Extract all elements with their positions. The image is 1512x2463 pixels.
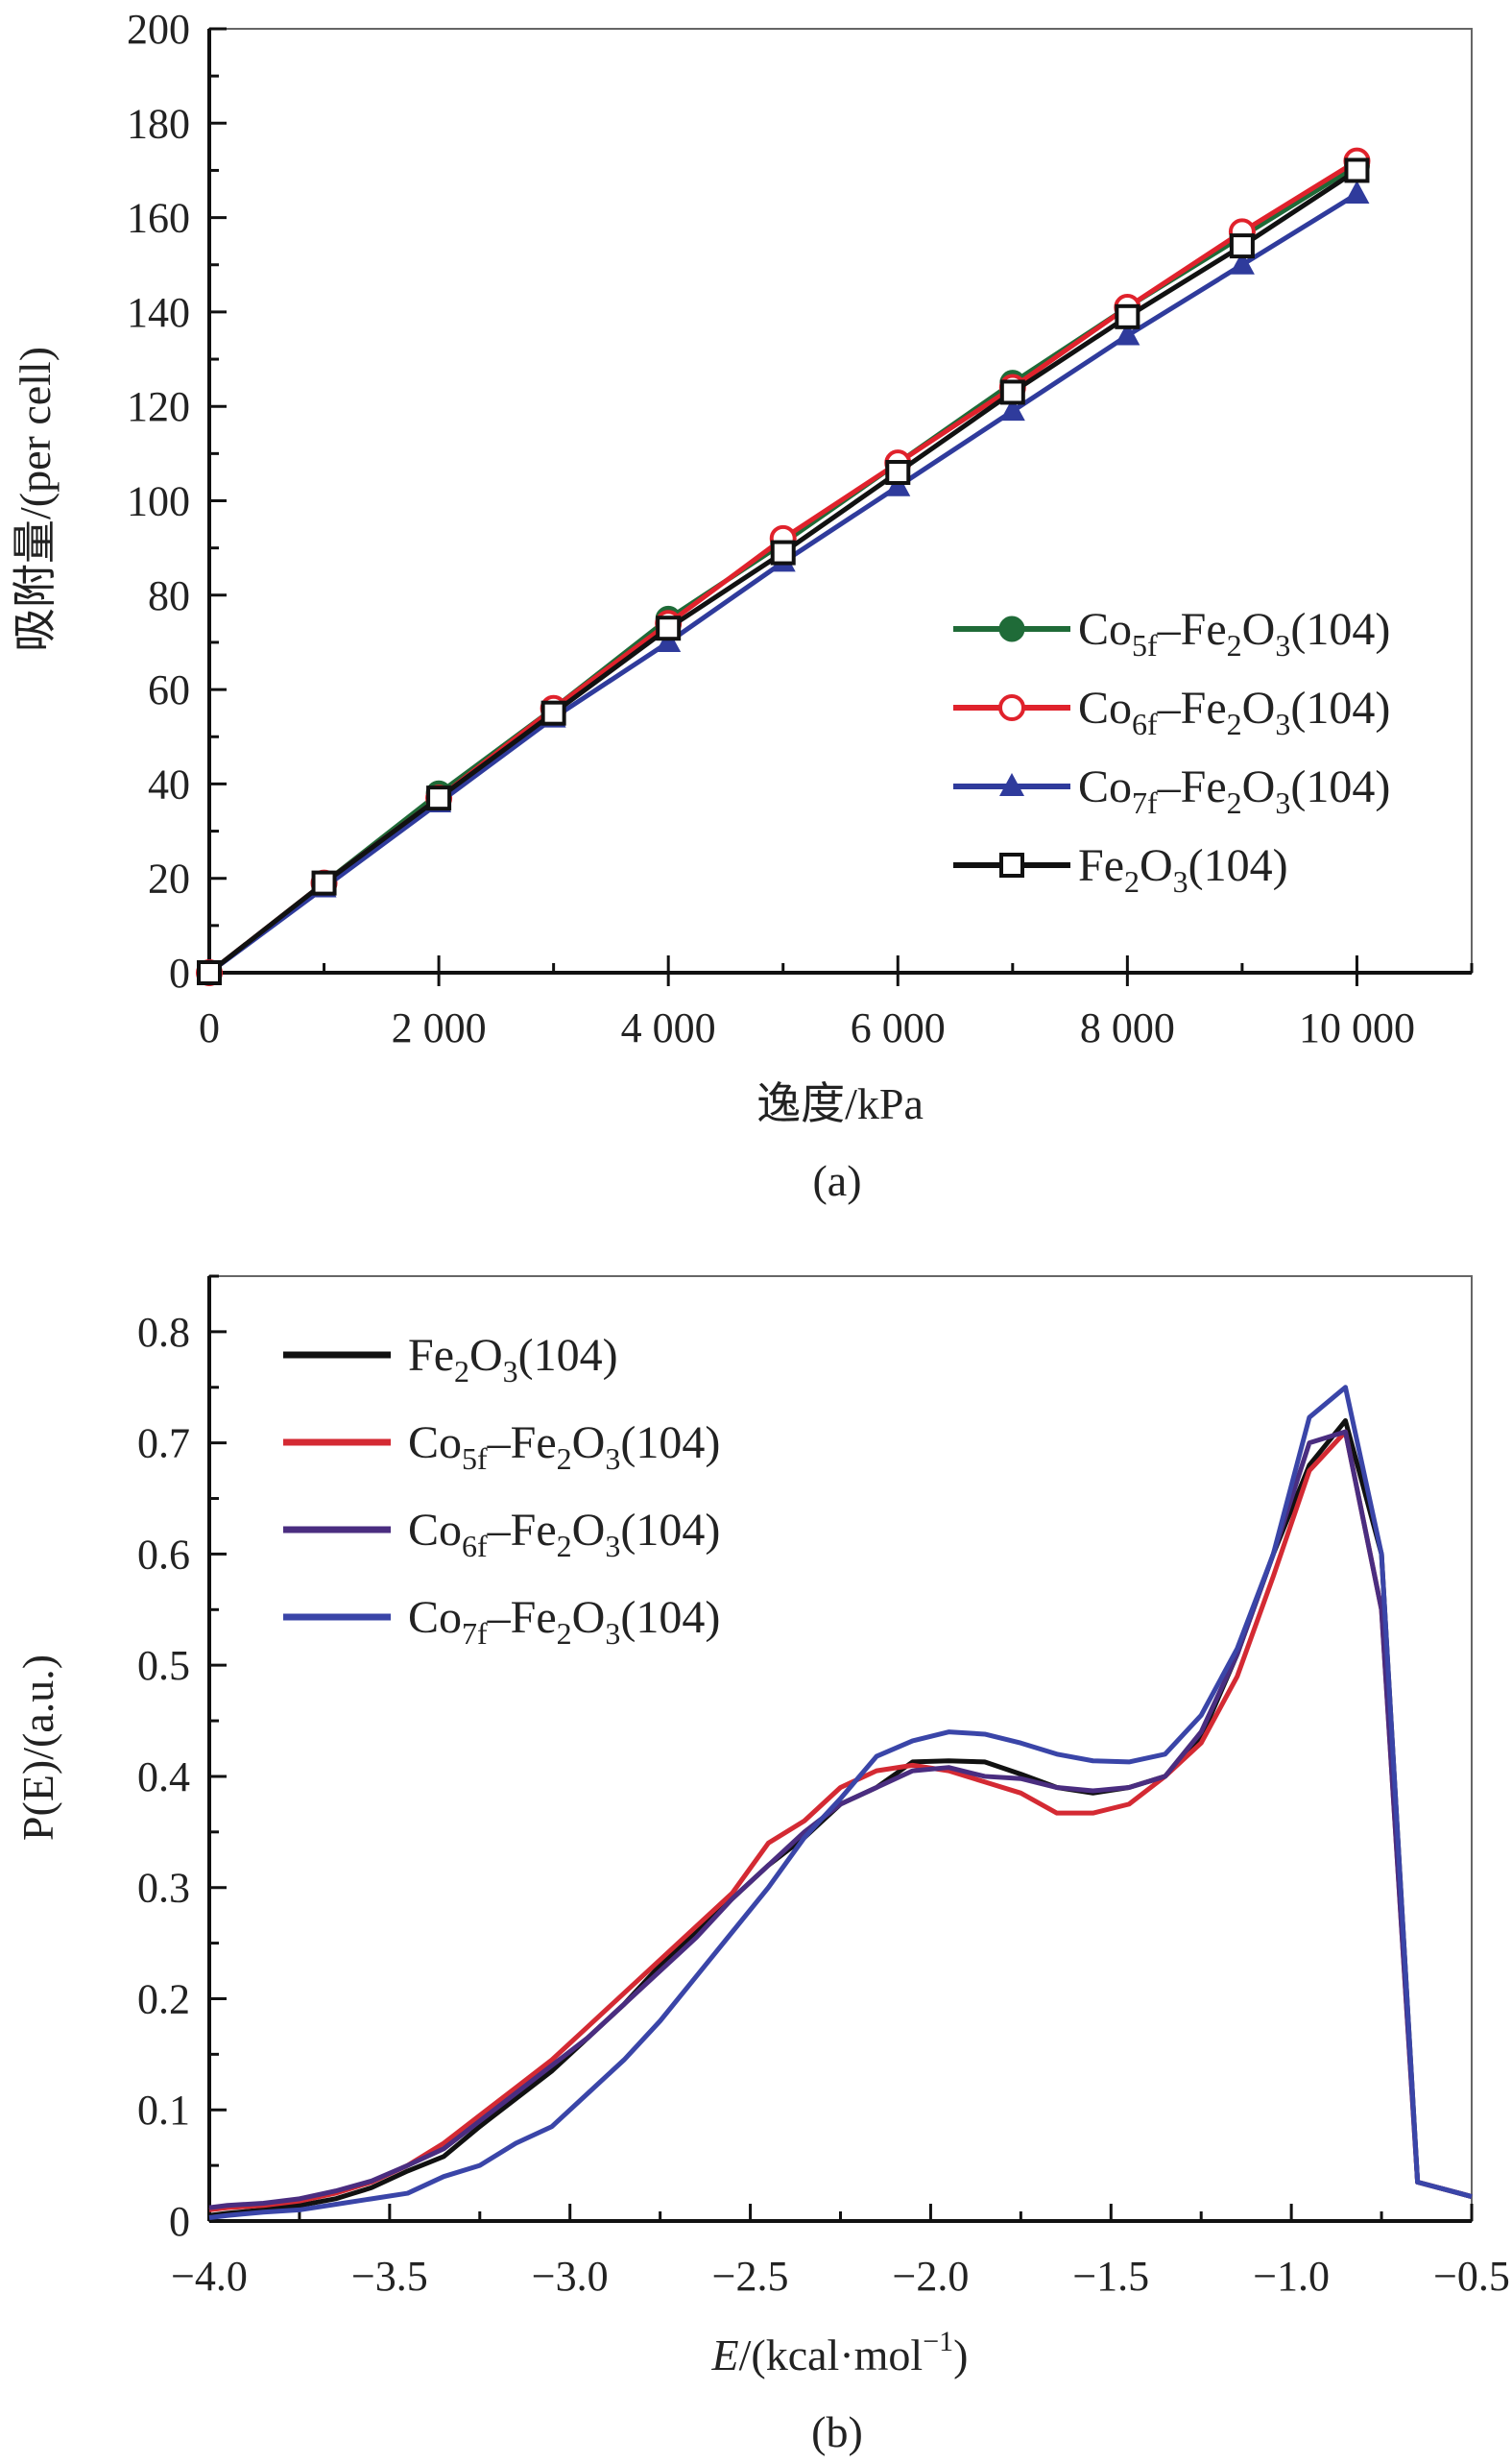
y-tick-label: 0.1 — [137, 2087, 190, 2134]
data-point — [998, 694, 1025, 721]
data-point — [770, 540, 796, 566]
data-point — [1115, 322, 1140, 346]
panel-caption: (a) — [812, 1156, 861, 1205]
legend-label: Co6f​–Fe2​O3​(104) — [408, 1505, 720, 1563]
data-point — [999, 853, 1024, 878]
x-tick-label: −2.5 — [712, 2253, 789, 2300]
x-tick-label: −4.0 — [171, 2253, 248, 2300]
series-line — [207, 191, 1358, 976]
y-tick-label: 180 — [127, 100, 190, 147]
series-line — [208, 1417, 1473, 2218]
data-point — [656, 616, 682, 641]
data-point — [885, 460, 911, 486]
y-axis-label: P(E)/(a.u.) — [13, 1654, 62, 1841]
data-point — [1115, 303, 1140, 329]
x-tick-label: 2 000 — [392, 1004, 487, 1051]
data-point — [1344, 181, 1370, 205]
data-point — [999, 398, 1025, 422]
x-axis-label: 逸度/kPa — [756, 1079, 924, 1128]
y-tick-label: 0.4 — [137, 1753, 190, 1800]
x-tick-label: 8 000 — [1080, 1004, 1175, 1051]
y-tick-label: 0.5 — [137, 1642, 190, 1689]
data-point — [999, 379, 1025, 405]
data-point — [426, 785, 452, 811]
y-tick-label: 40 — [148, 761, 190, 808]
legend-label: Fe2​O3​(104) — [408, 1330, 618, 1388]
y-tick-label: 60 — [148, 666, 190, 713]
x-tick-label: −2.0 — [893, 2253, 970, 2300]
y-tick-label: 0.8 — [137, 1309, 190, 1356]
legend-label: Fe2​O3​(104) — [1078, 840, 1288, 899]
y-tick-label: 200 — [127, 6, 190, 53]
y-tick-label: 0 — [169, 2198, 190, 2245]
y-tick-label: 120 — [127, 383, 190, 430]
data-point — [998, 616, 1025, 642]
y-tick-label: 0.6 — [137, 1531, 190, 1578]
chart-panel-b: P(E)/(a.u.) 0 0.1 0.2 0.3 0.4 0.5 0.6 0.7 0.8 −4.… — [13, 1274, 1510, 2456]
legend-label: Co7f​–Fe2​O3​(104) — [408, 1592, 720, 1651]
data-point — [1344, 157, 1370, 183]
data-point — [540, 700, 566, 726]
y-tick-label: 140 — [127, 289, 190, 336]
x-tick-label: 0 — [199, 1004, 220, 1051]
x-tick-label: 4 000 — [621, 1004, 716, 1051]
legend-label: Co5f​–Fe2​O3​(104) — [408, 1417, 720, 1476]
x-tick-label: −3.5 — [351, 2253, 428, 2300]
series-line — [208, 1385, 1473, 2221]
plot-frame — [208, 1275, 1473, 2222]
x-tick-label: 6 000 — [851, 1004, 946, 1051]
legend-label: Co7f​–Fe2​O3​(104) — [1078, 761, 1390, 820]
data-point — [197, 960, 222, 985]
x-axis-label: E/(kcal·mol−1) — [711, 2326, 969, 2379]
x-tick-label: −1.0 — [1253, 2253, 1330, 2300]
y-tick-label: 0.3 — [137, 1865, 190, 1912]
y-axis-label: 吸附量/(per cell) — [11, 347, 60, 652]
y-tick-label: 0 — [169, 950, 190, 997]
panel-caption: (b) — [811, 2407, 863, 2456]
y-tick-label: 100 — [127, 478, 190, 525]
y-tick-label: 160 — [127, 195, 190, 242]
data-point — [1229, 251, 1255, 275]
y-tick-label: 20 — [148, 856, 190, 903]
data-point — [999, 773, 1024, 796]
legend-label: Co6f​–Fe2​O3​(104) — [1078, 683, 1390, 741]
series-line — [208, 1429, 1473, 2212]
y-tick-label: 0.2 — [137, 1975, 190, 2022]
y-tick-label: 0.7 — [137, 1420, 190, 1467]
x-tick-label: 10 000 — [1299, 1004, 1415, 1051]
y-tick-label: 80 — [148, 572, 190, 619]
legend-label: Co5f​–Fe2​O3​(104) — [1078, 604, 1390, 663]
data-point — [311, 870, 337, 896]
data-point — [1229, 233, 1255, 259]
x-tick-label: −0.5 — [1433, 2253, 1510, 2300]
x-tick-label: −1.5 — [1072, 2253, 1149, 2300]
x-tick-label: −3.0 — [532, 2253, 609, 2300]
chart-panel-a: 0 20 40 60 80 100 120 140 160 180 200 0 2 000 4 000 6 … — [11, 6, 1474, 1205]
